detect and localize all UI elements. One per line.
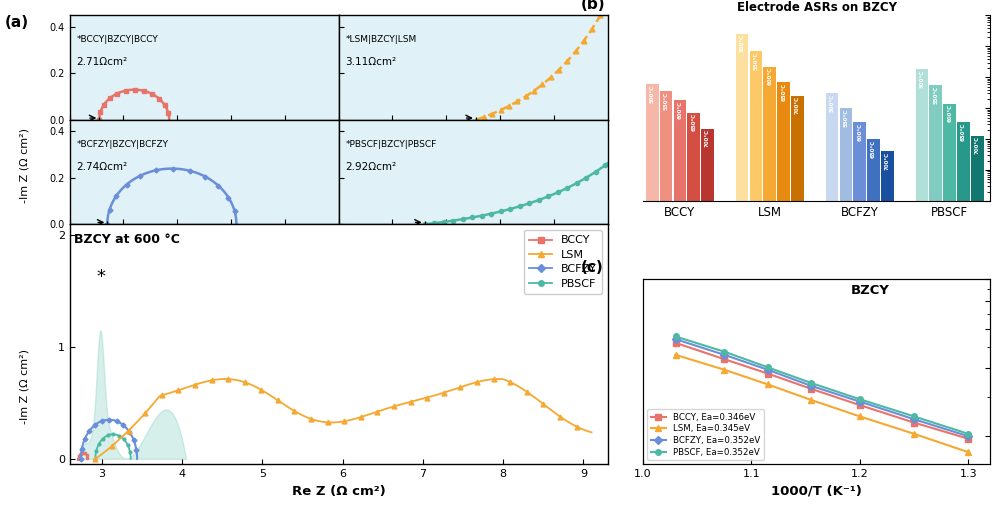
Text: 600°C: 600°C — [677, 101, 682, 119]
Text: *BCCY|BZCY|BCCY: *BCCY|BZCY|BCCY — [77, 35, 158, 44]
Bar — [659, 91, 672, 516]
BCCY, Ea=0.346eV — [853, 402, 865, 408]
BCCY, Ea=0.346eV — [961, 436, 973, 442]
PBSCF, Ea=0.352eV — [669, 333, 681, 340]
Text: 700°C: 700°C — [884, 152, 889, 170]
Text: 3.11Ωcm²: 3.11Ωcm² — [345, 57, 396, 68]
BCFZY, Ea=0.352eV — [718, 352, 730, 358]
Text: 650°C: 650°C — [870, 139, 875, 157]
BCCY, Ea=0.346eV — [669, 340, 681, 346]
BCCY, Ea=0.346eV — [804, 385, 816, 392]
Bar — [825, 93, 838, 516]
Text: 650°C: 650°C — [691, 113, 696, 132]
Text: 550°C: 550°C — [843, 108, 848, 126]
Line: PBSCF, Ea=0.352eV: PBSCF, Ea=0.352eV — [672, 334, 970, 437]
Text: 650°C: 650°C — [960, 122, 965, 141]
Text: 550°C: 550°C — [932, 86, 937, 104]
Text: (c): (c) — [580, 260, 602, 275]
Text: 500°C: 500°C — [918, 70, 923, 88]
LSM, Ea=0.345eV — [908, 431, 919, 437]
Text: 2.74Ωcm²: 2.74Ωcm² — [77, 162, 127, 172]
BCCY, Ea=0.346eV — [761, 370, 773, 377]
LSM, Ea=0.345eV — [961, 449, 973, 455]
Bar — [645, 84, 658, 516]
LSM, Ea=0.345eV — [804, 397, 816, 403]
Bar — [790, 96, 803, 516]
BCCY, Ea=0.346eV — [718, 356, 730, 362]
Text: 2.92Ωcm²: 2.92Ωcm² — [345, 162, 396, 172]
Bar — [956, 122, 969, 516]
LSM, Ea=0.345eV — [853, 413, 865, 420]
Bar — [942, 104, 955, 516]
Text: 500°C: 500°C — [739, 35, 744, 53]
PBSCF, Ea=0.352eV — [961, 431, 973, 437]
Text: *: * — [96, 268, 105, 286]
X-axis label: Re Z (Ω cm²): Re Z (Ω cm²) — [291, 485, 385, 498]
BCFZY, Ea=0.352eV — [761, 367, 773, 373]
LSM, Ea=0.345eV — [669, 352, 681, 358]
X-axis label: 1000/T (K⁻¹): 1000/T (K⁻¹) — [770, 485, 861, 498]
Text: *BCFZY|BZCY|BCFZY: *BCFZY|BZCY|BCFZY — [77, 140, 168, 149]
BCFZY, Ea=0.352eV — [961, 433, 973, 439]
Text: -Im Z (Ω cm²): -Im Z (Ω cm²) — [20, 349, 30, 425]
Bar — [687, 113, 700, 516]
Bar — [776, 82, 789, 516]
LSM, Ea=0.345eV — [761, 381, 773, 388]
Bar — [748, 51, 761, 516]
Text: BZCY at 600 °C: BZCY at 600 °C — [74, 233, 179, 246]
Text: (a): (a) — [5, 15, 29, 30]
LSM, Ea=0.345eV — [718, 367, 730, 373]
Text: *LSM|BZCY|LSM: *LSM|BZCY|LSM — [345, 35, 416, 44]
Legend: BCCY, Ea=0.346eV, LSM, Ea=0.345eV, BCFZY, Ea=0.352eV, PBSCF, Ea=0.352eV: BCCY, Ea=0.346eV, LSM, Ea=0.345eV, BCFZY… — [647, 410, 763, 460]
Title: Electrode ASRs on BZCY: Electrode ASRs on BZCY — [736, 2, 896, 14]
Bar — [673, 100, 686, 516]
Text: 500°C: 500°C — [649, 85, 654, 103]
BCCY, Ea=0.346eV — [908, 420, 919, 426]
BCFZY, Ea=0.352eV — [853, 398, 865, 405]
Text: 700°C: 700°C — [705, 129, 710, 147]
Bar — [867, 139, 879, 516]
BCFZY, Ea=0.352eV — [669, 336, 681, 342]
Bar — [839, 108, 852, 516]
Text: 550°C: 550°C — [663, 92, 668, 110]
Bar — [735, 34, 747, 516]
Text: 550°C: 550°C — [752, 52, 757, 70]
Bar — [880, 152, 893, 516]
PBSCF, Ea=0.352eV — [908, 413, 919, 420]
Line: BCFZY, Ea=0.352eV: BCFZY, Ea=0.352eV — [672, 336, 970, 439]
Bar — [928, 85, 941, 516]
Text: 500°C: 500°C — [829, 94, 834, 112]
Bar — [914, 70, 927, 516]
BCFZY, Ea=0.352eV — [804, 383, 816, 389]
Text: 600°C: 600°C — [857, 123, 862, 141]
Text: 700°C: 700°C — [794, 96, 799, 115]
PBSCF, Ea=0.352eV — [761, 364, 773, 370]
Bar — [970, 136, 983, 516]
Text: 700°C: 700°C — [974, 136, 979, 154]
Line: BCCY, Ea=0.346eV: BCCY, Ea=0.346eV — [672, 340, 970, 442]
Text: BZCY: BZCY — [850, 284, 890, 297]
Text: 600°C: 600°C — [946, 104, 951, 122]
Text: 600°C: 600°C — [766, 67, 771, 85]
Text: 2.71Ωcm²: 2.71Ωcm² — [77, 57, 127, 68]
PBSCF, Ea=0.352eV — [853, 396, 865, 402]
PBSCF, Ea=0.352eV — [804, 380, 816, 386]
Text: 650°C: 650°C — [780, 82, 785, 101]
BCFZY, Ea=0.352eV — [908, 416, 919, 423]
Bar — [853, 122, 865, 516]
Bar — [701, 128, 713, 516]
Line: LSM, Ea=0.345eV: LSM, Ea=0.345eV — [672, 352, 970, 455]
Text: (b): (b) — [580, 0, 604, 12]
Text: *PBSCF|BZCY|PBSCF: *PBSCF|BZCY|PBSCF — [345, 140, 436, 149]
Text: -Im Z (Ω cm²): -Im Z (Ω cm²) — [20, 127, 30, 203]
Bar — [762, 67, 775, 516]
PBSCF, Ea=0.352eV — [718, 349, 730, 355]
Legend: BCCY, LSM, BCFZY, PBSCF: BCCY, LSM, BCFZY, PBSCF — [524, 230, 601, 294]
